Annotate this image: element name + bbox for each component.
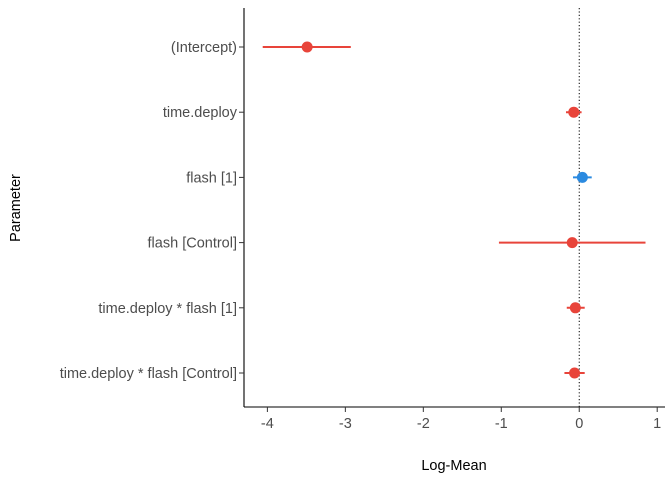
point-estimate	[566, 237, 578, 249]
y-tick-label: time.deploy * flash [Control]	[60, 366, 237, 382]
point-estimate	[569, 302, 581, 314]
x-tick-label: 0	[575, 416, 583, 432]
y-axis-title: Parameter	[8, 174, 24, 242]
x-axis-title: Log-Mean	[421, 458, 486, 474]
x-tick-label: -1	[495, 416, 508, 432]
estimate-marks-layer	[262, 41, 646, 379]
y-tick-label: time.deploy * flash [1]	[98, 301, 237, 317]
point-estimate	[301, 41, 313, 53]
y-tick-label: flash [1]	[186, 170, 237, 186]
x-tick-label: 1	[653, 416, 661, 432]
y-tick-label: time.deploy	[163, 105, 238, 121]
point-estimate	[576, 171, 588, 183]
x-tick-label: -3	[339, 416, 352, 432]
y-tick-label: (Intercept)	[171, 40, 237, 56]
point-estimate	[568, 106, 580, 118]
y-tick-label: flash [Control]	[148, 236, 237, 252]
point-estimate	[569, 367, 581, 379]
x-tick-label: -4	[261, 416, 274, 432]
x-ticks: -4 -3 -2 -1 0 1	[261, 407, 661, 432]
y-tick-labels: (Intercept) time.deploy flash [1] flash [Co…	[60, 40, 244, 382]
x-tick-label: -2	[417, 416, 430, 432]
